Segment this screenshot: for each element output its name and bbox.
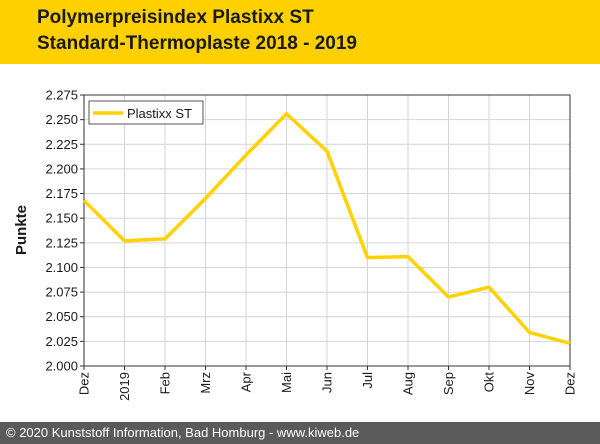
y-tick-label: 2.025	[45, 334, 78, 349]
x-tick-label: Dez	[563, 372, 578, 395]
y-tick-labels: 2.000 2.025 2.050 2.075 2.100 2.125 2.150 2.175…	[45, 88, 78, 374]
legend-label: Plastixx ST	[127, 106, 192, 121]
y-tick-label: 2.250	[45, 112, 78, 127]
x-tick-label: Feb	[158, 372, 173, 394]
y-tick-label: 2.100	[45, 260, 78, 275]
x-tick-label: Dez	[77, 372, 92, 395]
chart-title: Polymerpreisindex Plastixx ST	[37, 7, 314, 28]
chart-header: Polymerpreisindex Plastixx ST Standard-T…	[0, 0, 600, 64]
copyright-text: © 2020 Kunststoff Information, Bad Hombu…	[6, 425, 360, 440]
series-line-plastixx-st	[82, 111, 571, 346]
grid-lines	[83, 94, 571, 367]
chart-subtitle: Standard-Thermoplaste 2018 - 2019	[37, 33, 357, 54]
x-tick-label: Aug	[401, 372, 416, 395]
y-tick-label: 2.275	[45, 88, 78, 103]
x-tick-label: Jul	[360, 372, 375, 389]
line-chart: 2.000 2.025 2.050 2.075 2.100 2.125 2.150 2.175…	[13, 88, 578, 401]
y-axis-label: Punkte	[13, 205, 30, 255]
axis-ticks	[80, 94, 571, 370]
x-tick-label: Jun	[320, 372, 335, 393]
y-tick-label: 2.225	[45, 137, 78, 152]
y-tick-label: 2.075	[45, 285, 78, 300]
y-tick-label: 2.175	[45, 186, 78, 201]
x-tick-label: Nov	[522, 372, 537, 396]
x-tick-label: Apr	[239, 371, 254, 392]
y-tick-label: 2.150	[45, 211, 78, 226]
x-tick-label: Okt	[482, 372, 497, 393]
x-tick-label: Sep	[441, 372, 456, 395]
legend: Plastixx ST	[88, 100, 204, 125]
x-tick-labels: Dez 2019 Feb Mrz Apr Mai Jun Jul Aug Sep Okt Nov Dez	[77, 371, 578, 401]
x-tick-label: 2019	[117, 372, 132, 401]
x-tick-label: Mrz	[198, 372, 213, 394]
y-tick-label: 2.125	[45, 235, 78, 250]
footer: © 2020 Kunststoff Information, Bad Hombu…	[0, 422, 600, 444]
x-tick-label: Mai	[279, 372, 294, 393]
y-tick-label: 2.050	[45, 309, 78, 324]
y-tick-label: 2.200	[45, 161, 78, 176]
y-tick-label: 2.000	[45, 359, 78, 374]
